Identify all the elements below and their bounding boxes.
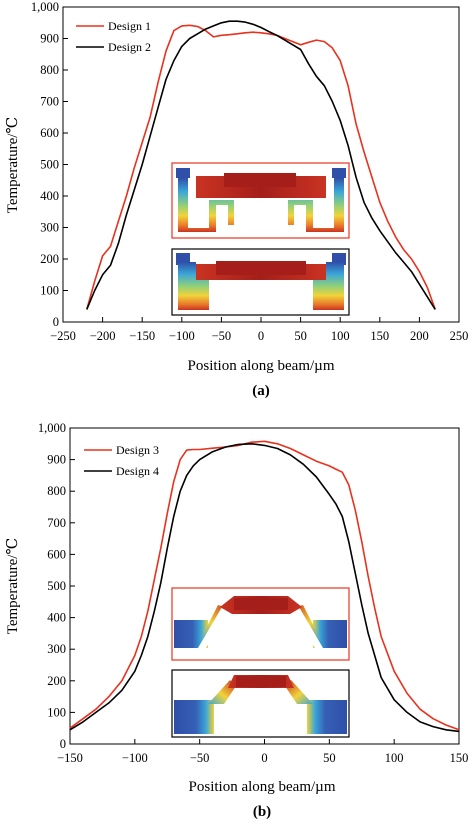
- legend-label-design-4: Design 4: [116, 464, 159, 478]
- x-tick-label: −200: [90, 329, 116, 343]
- y-tick-label: 400: [47, 611, 66, 625]
- y-tick-label: 200: [40, 252, 59, 266]
- y-tick-label: 800: [47, 484, 66, 498]
- x-axis-ticks: −150 −100 −50 0 50 100 150: [57, 739, 468, 765]
- series-line-design-4: [69, 442, 460, 733]
- y-tick-label: 1,000: [31, 0, 59, 14]
- y-tick-label: 0: [60, 737, 66, 751]
- y-tick-label: 700: [47, 516, 66, 530]
- y-tick-label: 0: [53, 315, 59, 329]
- y-tick-label: 900: [47, 453, 66, 467]
- x-tick-label: −50: [212, 329, 232, 343]
- inset-design-4: [171, 669, 350, 738]
- x-tick-label: 100: [331, 329, 350, 343]
- x-tick-label: 150: [370, 329, 389, 343]
- panel-label-b: (b): [253, 804, 271, 820]
- x-tick-label: 0: [261, 751, 267, 765]
- y-tick-label: 500: [40, 158, 59, 172]
- y-tick-label: 200: [47, 674, 66, 688]
- x-tick-label: 250: [450, 329, 469, 343]
- y-tick-label: 1,000: [38, 421, 66, 435]
- y-axis-ticks: 0 100 200 300 400 500 600 700 800 900 1,000: [31, 0, 68, 329]
- legend-label-design-3: Design 3: [116, 443, 159, 457]
- x-tick-label: 200: [410, 329, 429, 343]
- x-tick-label: 50: [323, 751, 336, 765]
- series-lines: [69, 440, 460, 733]
- y-tick-label: 700: [40, 95, 59, 109]
- y-tick-label: 100: [40, 284, 59, 298]
- legend: Design 1 Design 2: [76, 19, 151, 54]
- y-tick-label: 400: [40, 189, 59, 203]
- x-axis-ticks: −250 −200 −150 −100 −50 0 50 100 150 200 250: [50, 317, 468, 343]
- x-tick-label: −100: [122, 751, 148, 765]
- x-tick-label: −150: [129, 329, 155, 343]
- x-axis-label: Position along beam/µm: [188, 358, 335, 374]
- inset-design-2: [171, 248, 350, 316]
- x-axis-label: Position along beam/µm: [189, 779, 336, 795]
- series-lines: [86, 20, 436, 310]
- x-tick-label: 100: [385, 751, 404, 765]
- y-tick-label: 300: [40, 221, 59, 235]
- y-tick-label: 600: [40, 126, 59, 140]
- y-axis-label: Temperature/℃: [5, 117, 21, 214]
- y-tick-label: 300: [47, 642, 66, 656]
- x-tick-label: 50: [294, 329, 307, 343]
- y-tick-label: 800: [40, 63, 59, 77]
- x-tick-label: 150: [450, 751, 469, 765]
- x-tick-label: −150: [57, 751, 83, 765]
- inset-design-3: [171, 587, 350, 661]
- panel-label-a: (a): [252, 383, 270, 399]
- y-tick-label: 100: [47, 705, 66, 719]
- series-line-design-1: [86, 24, 436, 310]
- y-axis-label: Temperature/℃: [5, 538, 21, 635]
- x-tick-label: −250: [50, 329, 76, 343]
- x-tick-label: −50: [190, 751, 210, 765]
- y-tick-label: 500: [47, 579, 66, 593]
- legend-label-design-2: Design 2: [108, 40, 151, 54]
- inset-design-1: [171, 162, 350, 239]
- x-tick-label: −100: [169, 329, 195, 343]
- legend: Design 3 Design 4: [84, 443, 159, 478]
- series-line-design-2: [86, 20, 436, 310]
- y-tick-label: 900: [40, 32, 59, 46]
- series-line-design-3: [69, 440, 460, 731]
- y-axis-ticks: 0 100 200 300 400 500 600 700 800 900 1,000: [38, 421, 75, 751]
- y-tick-label: 600: [47, 547, 66, 561]
- legend-label-design-1: Design 1: [108, 19, 151, 33]
- x-tick-label: 0: [258, 329, 264, 343]
